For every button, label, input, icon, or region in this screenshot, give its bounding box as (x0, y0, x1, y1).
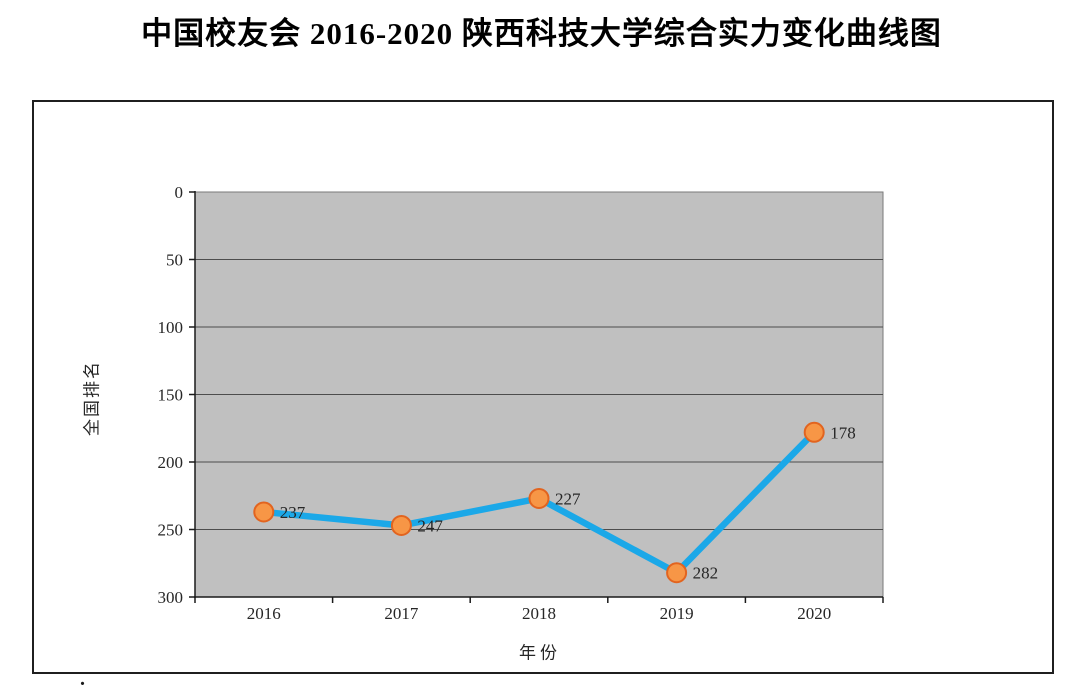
data-label-2016: 237 (280, 503, 306, 522)
data-point-2020 (803, 421, 825, 443)
data-point-2018 (528, 487, 550, 509)
data-label-2017: 247 (417, 516, 443, 535)
data-point-2019 (666, 562, 688, 584)
y-tick-label: 250 (158, 521, 184, 540)
x-tick-label: 2019 (660, 604, 694, 623)
y-tick-label: 200 (158, 453, 184, 472)
y-tick-label: 100 (158, 318, 184, 337)
data-label-2018: 227 (555, 489, 581, 508)
footnote-dot: . (80, 668, 85, 690)
data-label-2020: 178 (830, 423, 856, 442)
data-point-2017 (390, 514, 412, 536)
x-tick-label: 2020 (797, 604, 831, 623)
chart-frame: 0 50 100 150 200 250 300 2016 2017 2018 2019 2020 23… (32, 100, 1054, 674)
line-chart-svg: 0 50 100 150 200 250 300 2016 2017 2018 2019 2020 23… (158, 183, 884, 623)
y-tick-label: 300 (158, 588, 184, 607)
x-axis-title: 年份 (519, 643, 561, 663)
y-tick-label: 150 (158, 386, 184, 405)
chart-title: 中国校友会 2016-2020 陕西科技大学综合实力变化曲线图 (141, 16, 942, 51)
x-tick-label: 2016 (247, 604, 281, 623)
x-tick-label: 2017 (384, 604, 419, 623)
x-tick-label: 2018 (522, 604, 556, 623)
data-point-2016 (253, 501, 275, 523)
y-axis-title: 全国排名 (82, 360, 102, 436)
data-label-2019: 282 (693, 564, 719, 583)
y-tick-label: 0 (175, 183, 184, 202)
y-tick-label: 50 (166, 251, 183, 270)
